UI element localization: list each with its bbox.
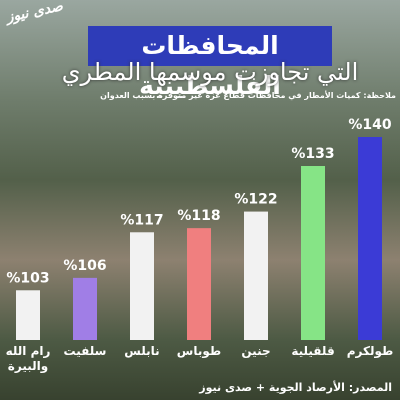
bar bbox=[16, 290, 40, 340]
x-tick-label: طولكرم bbox=[346, 344, 394, 358]
x-tick-label: طوباس bbox=[176, 344, 222, 358]
source: المصدر: الأرصاد الجوية + صدى نيوز bbox=[199, 381, 392, 394]
value-label: %117 bbox=[120, 212, 163, 228]
bar bbox=[301, 166, 325, 340]
bar bbox=[187, 228, 211, 340]
value-label: %140 bbox=[348, 117, 392, 133]
bar bbox=[358, 137, 382, 340]
value-label: %118 bbox=[177, 208, 220, 224]
x-tick-label: رام الله والبيرة bbox=[5, 344, 51, 373]
value-label: %103 bbox=[6, 270, 49, 286]
value-label: %122 bbox=[234, 192, 277, 208]
value-label: %106 bbox=[63, 258, 106, 274]
x-tick-label: سلفيت bbox=[63, 344, 107, 358]
x-tick-label: نابلس bbox=[124, 344, 160, 358]
bar bbox=[130, 232, 154, 340]
x-tick-label: قلقيلية bbox=[291, 344, 335, 358]
chart-subtitle: التي تجاوزت موسمها المطري bbox=[61, 58, 359, 86]
chart-title: المحافظات الفلسطينية bbox=[88, 26, 332, 100]
bar bbox=[244, 211, 268, 340]
bar bbox=[73, 277, 97, 340]
note: ملاحظة: كميات الأمطار في محافظات قطاع غز… bbox=[100, 91, 396, 100]
value-label: %133 bbox=[291, 146, 334, 162]
x-tick-label: جنين bbox=[241, 344, 271, 358]
